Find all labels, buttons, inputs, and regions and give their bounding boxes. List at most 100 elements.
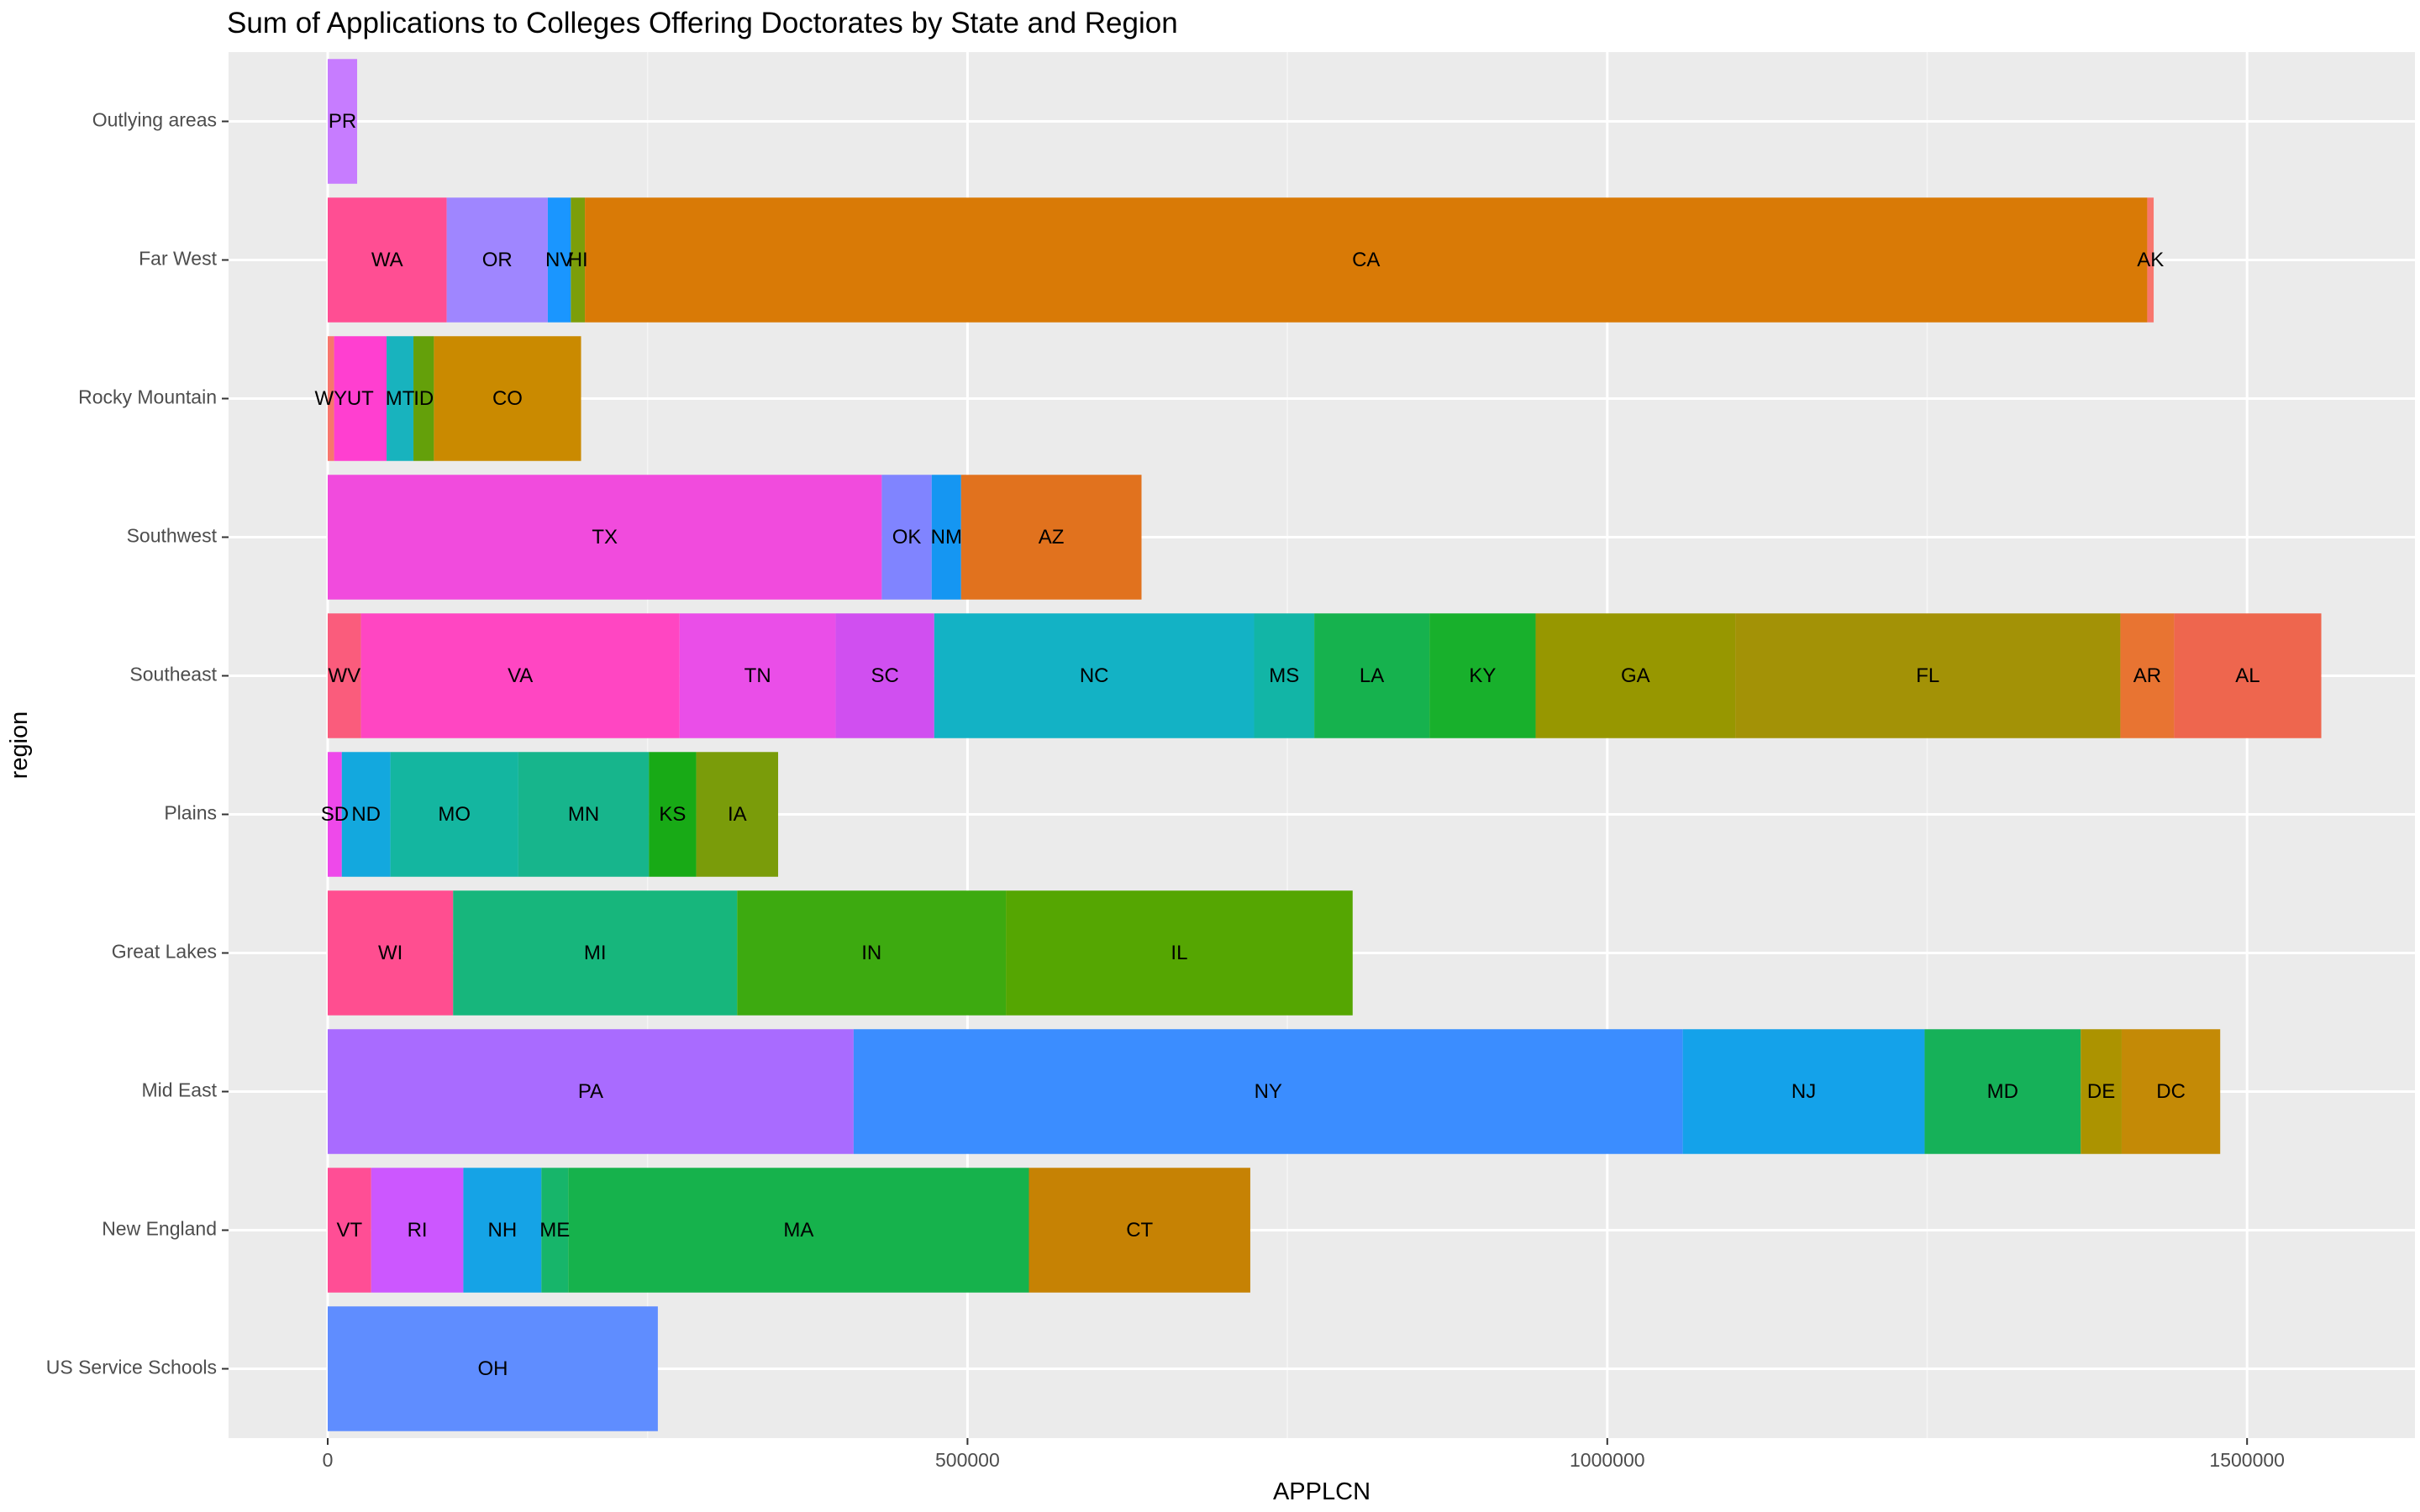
segment-label-ca: CA (1352, 249, 1380, 271)
bar-segment-pr (328, 59, 358, 184)
bar-segment-wa (328, 197, 447, 323)
bar-segment-ct (1028, 1168, 1250, 1293)
bar-segment-oh (328, 1306, 658, 1431)
y-tick-label: US Service Schools (46, 1357, 217, 1378)
segment-label-oh: OH (477, 1357, 508, 1380)
segment-label-mt: MT (386, 387, 415, 410)
segment-label-mo: MO (438, 803, 471, 826)
bar-segment-nv (547, 197, 571, 323)
y-tick-label: Southwest (127, 525, 218, 547)
segment-label-pr: PR (329, 110, 356, 133)
bar-segment-al (2174, 613, 2322, 738)
segment-label-mn: MN (568, 803, 599, 826)
bar-segment-ak (2147, 197, 2154, 323)
y-axis: Outlying areas Far West Rocky Mountain Sout… (46, 109, 229, 1378)
segment-label-ri: RI (408, 1219, 428, 1242)
bar-segment-ca (585, 197, 2148, 323)
segment-label-va: VA (508, 664, 533, 687)
bar-segment-vt (328, 1168, 371, 1293)
bar-segment-wv (328, 613, 361, 738)
bar-segment-ky (1429, 613, 1536, 738)
segment-label-fl: FL (1916, 664, 1939, 687)
bar-segment-hi (571, 197, 586, 323)
segment-label-sc: SC (871, 664, 899, 687)
y-tick-label: Mid East (142, 1079, 218, 1101)
bar-segment-il (1006, 890, 1353, 1016)
segment-label-in: IN (861, 942, 881, 964)
segment-label-ms: MS (1269, 664, 1299, 687)
segment-label-nh: NH (488, 1219, 518, 1242)
bar-segment-mi (453, 890, 738, 1016)
y-tick-label: Rocky Mountain (78, 386, 217, 408)
segment-label-or: OR (482, 249, 513, 271)
segment-label-wi: WI (378, 942, 402, 964)
segment-label-tx: TX (592, 526, 618, 549)
bar-segment-sc (835, 613, 934, 738)
segment-label-ut: UT (347, 387, 374, 410)
segment-label-nj: NJ (1791, 1080, 1816, 1103)
segment-label-ct: CT (1126, 1219, 1153, 1242)
y-tick-label: New England (102, 1218, 217, 1240)
bar-segment-sd (328, 752, 342, 877)
bar-segment-mo (390, 752, 518, 877)
segment-label-ia: IA (728, 803, 747, 826)
bar-segment-la (1314, 613, 1430, 738)
segment-label-ar: AR (2133, 664, 2161, 687)
bar-segment-de (2081, 1029, 2122, 1154)
segment-label-ks: KS (659, 803, 686, 826)
segment-label-ky: KY (1469, 664, 1496, 687)
chart-title: Sum of Applications to Colleges Offering… (227, 7, 1178, 39)
segment-label-nd: ND (351, 803, 381, 826)
segment-label-la: LA (1360, 664, 1384, 687)
bar-segment-or (446, 197, 548, 323)
bar-segment-me (541, 1168, 569, 1293)
x-axis-title: APPLCN (1273, 1478, 1370, 1505)
bar-segment-tn (679, 613, 836, 738)
segment-label-tn: TN (744, 664, 771, 687)
segment-label-ok: OK (892, 526, 922, 549)
segment-label-ny: NY (1255, 1080, 1282, 1103)
bar-segment-nc (934, 613, 1255, 738)
y-axis-title: region (6, 711, 33, 780)
bar-segment-wy (328, 336, 334, 461)
y-tick-label: Far West (139, 248, 217, 270)
bar-segment-ar (2120, 613, 2175, 738)
bars-layer (328, 59, 2322, 1431)
segment-label-wv: WV (328, 664, 360, 687)
bar-segment-fl (1735, 613, 2121, 738)
y-tick-label: Outlying areas (92, 109, 217, 131)
bar-segment-nh (463, 1168, 542, 1293)
bar-segment-az (960, 475, 1142, 600)
segment-label-de: DE (2087, 1080, 2115, 1103)
bar-segment-in (737, 890, 1007, 1016)
bar-segment-tx (328, 475, 882, 600)
bar-segment-md (1924, 1029, 2081, 1154)
segment-label-sd: SD (321, 803, 349, 826)
segment-label-nv: NV (545, 249, 573, 271)
x-tick-label: 1000000 (1570, 1449, 1645, 1471)
segment-label-mi: MI (584, 942, 607, 964)
segment-label-wa: WA (371, 249, 403, 271)
bar-segment-ia (696, 752, 779, 877)
bar-segment-wi (328, 890, 454, 1016)
segment-label-co: CO (492, 387, 523, 410)
x-axis: 0 500000 1000000 1500000 (323, 1438, 2285, 1471)
segment-label-il: IL (1171, 942, 1187, 964)
bar-segment-ga (1535, 613, 1736, 738)
y-tick-label: Plains (164, 802, 217, 824)
x-tick-label: 1500000 (2209, 1449, 2285, 1471)
segment-label-me: ME (539, 1219, 570, 1242)
bar-segment-ma (568, 1168, 1029, 1293)
bar-segment-va (360, 613, 680, 738)
segment-label-ma: MA (783, 1219, 813, 1242)
y-tick-label: Great Lakes (112, 941, 217, 963)
x-tick-label: 500000 (935, 1449, 1000, 1471)
bar-segment-nm (931, 475, 961, 600)
segment-label-pa: PA (578, 1080, 603, 1103)
segment-label-wy: WY (314, 387, 347, 410)
segment-label-nc: NC (1080, 664, 1109, 687)
segment-label-al: AL (2235, 664, 2260, 687)
bar-segment-mn (518, 752, 650, 877)
